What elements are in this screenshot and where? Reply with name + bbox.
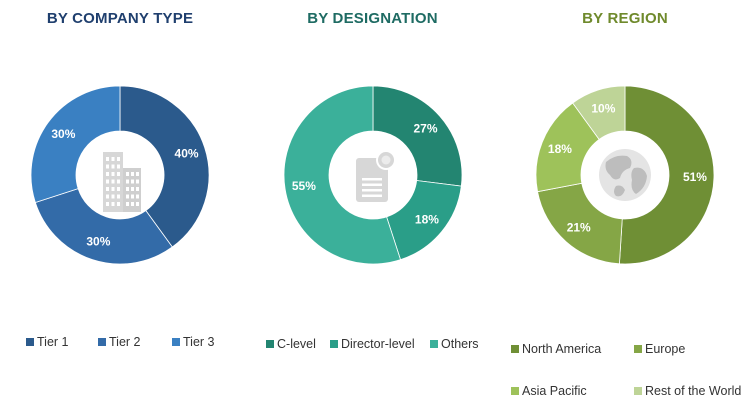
building-window — [117, 179, 120, 184]
building-window — [111, 202, 115, 206]
building-window — [136, 202, 139, 206]
building-window — [117, 187, 120, 191]
building-window — [131, 172, 134, 176]
building-window — [117, 172, 120, 176]
company-type-donut: 40% 30% 30% — [30, 85, 210, 265]
legend-label: Tier 3 — [183, 335, 215, 349]
building-window — [111, 164, 115, 169]
legend-item-c-level: C-level — [266, 337, 316, 351]
building-window — [106, 194, 109, 199]
legend-label: Rest of the World — [645, 384, 742, 398]
legend-label: Tier 2 — [109, 335, 141, 349]
legend-label: Tier 1 — [37, 335, 69, 349]
slice-value-label-tier-2: 30% — [86, 235, 110, 249]
building-window — [131, 179, 134, 184]
building-window — [106, 179, 109, 184]
building-window — [111, 157, 115, 161]
globe-continent — [605, 155, 632, 180]
building-icon — [103, 152, 141, 212]
building-window — [111, 187, 115, 191]
legend-label: Europe — [645, 342, 686, 356]
globe-icon — [599, 149, 651, 201]
building-window — [117, 194, 120, 199]
building-window — [117, 202, 120, 206]
legend-label: Asia Pacific — [522, 384, 587, 398]
legend-swatch — [172, 338, 180, 346]
building-window — [111, 179, 115, 184]
chart-title-designation: BY DESIGNATION — [307, 10, 438, 27]
building-window — [131, 194, 134, 199]
building-window — [126, 172, 129, 176]
building-window — [106, 164, 109, 169]
designation-donut: 27% 18% 55% — [283, 85, 463, 265]
legend-swatch — [330, 340, 338, 348]
building-window — [126, 179, 129, 184]
document-line — [362, 189, 382, 192]
region-panel: BY REGION 51% 21% 18% 10% North America Eur… — [500, 0, 750, 403]
legend-item-tier-1: Tier 1 — [26, 335, 69, 349]
slice-value-label-c-level: 27% — [413, 122, 437, 136]
company-type-panel: BY COMPANY TYPE 40% 30% 30% Tier 1 Tier 2 … — [0, 0, 240, 403]
legend-item-others: Others — [430, 337, 479, 351]
building-window — [136, 172, 139, 176]
legend-item-tier-2: Tier 2 — [98, 335, 141, 349]
legend-swatch — [511, 345, 519, 353]
globe-continent — [631, 167, 647, 194]
building-window — [136, 194, 139, 199]
building-window — [131, 202, 134, 206]
legend-label: North America — [522, 342, 602, 356]
building-window — [117, 157, 120, 161]
building-window — [106, 187, 109, 191]
building-window — [131, 187, 134, 191]
designation-panel: BY DESIGNATION 27% 18% 55% C-level Directo… — [250, 0, 495, 403]
slice-value-label-europe: 21% — [567, 221, 591, 235]
slice-value-label-tier-3: 30% — [51, 127, 75, 141]
building-window — [111, 172, 115, 176]
legend-swatch — [511, 387, 519, 395]
legend-item-rest-of-world: Rest of the World — [634, 384, 741, 398]
legend-item-europe: Europe — [634, 342, 685, 356]
chart-title-company-type: BY COMPANY TYPE — [46, 10, 194, 27]
slice-value-label-director-level: 18% — [415, 213, 439, 227]
document-line — [362, 183, 382, 186]
building-window — [117, 164, 120, 169]
building-window — [126, 202, 129, 206]
certificate-document-icon — [356, 150, 396, 202]
legend-swatch — [634, 345, 642, 353]
legend-swatch — [634, 387, 642, 395]
building-window — [126, 194, 129, 199]
legend-item-director-level: Director-level — [330, 337, 415, 351]
building-window — [136, 179, 139, 184]
document-line — [362, 178, 382, 181]
legend-swatch — [98, 338, 106, 346]
legend-swatch — [26, 338, 34, 346]
slice-value-label-rest-of-the-world: 10% — [591, 101, 615, 115]
region-donut: 51% 21% 18% 10% — [535, 85, 715, 265]
legend-swatch — [430, 340, 438, 348]
legend-label: Director-level — [341, 337, 415, 351]
legend-label: C-level — [277, 337, 316, 351]
slice-value-label-north-america: 51% — [683, 170, 707, 184]
globe-continent — [614, 185, 625, 197]
legend-label: Others — [441, 337, 479, 351]
legend-item-tier-3: Tier 3 — [172, 335, 215, 349]
document-line — [362, 194, 382, 197]
building-window — [106, 172, 109, 176]
building-window — [106, 157, 109, 161]
building-window — [111, 194, 115, 199]
seal-center — [381, 155, 391, 165]
building-window — [106, 202, 109, 206]
slice-value-label-others: 55% — [292, 179, 316, 193]
legend-swatch — [266, 340, 274, 348]
legend-item-asia-pacific: Asia Pacific — [511, 384, 587, 398]
building-window — [136, 187, 139, 191]
slice-value-label-tier-1: 40% — [175, 146, 199, 160]
building-window — [126, 187, 129, 191]
chart-title-region: BY REGION — [582, 10, 668, 27]
legend-item-north-america: North America — [511, 342, 601, 356]
slice-value-label-asia-pacific: 18% — [548, 142, 572, 156]
